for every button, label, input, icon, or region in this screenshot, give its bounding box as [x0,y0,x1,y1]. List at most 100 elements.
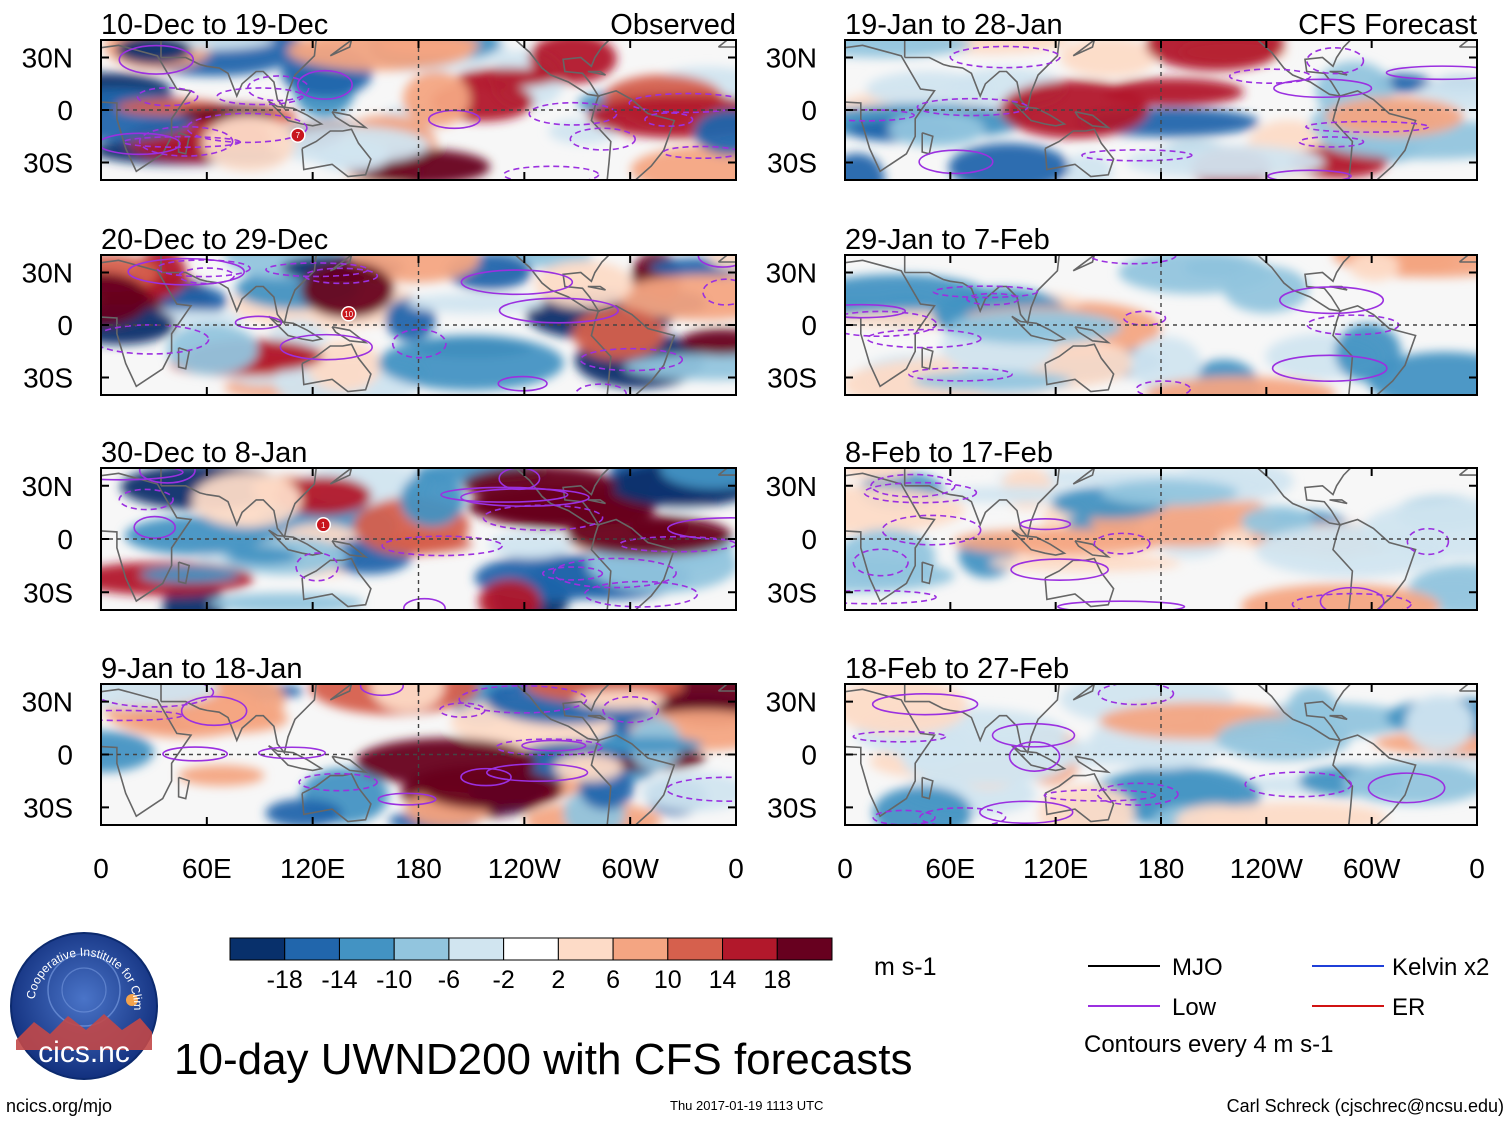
contour [1010,558,1109,582]
x-tick-label: 60E [925,853,975,884]
colorbar-tick-label: 10 [654,966,682,994]
contour [866,328,982,349]
coastline [1329,714,1348,721]
contour [644,112,694,128]
anomaly-blob [375,40,480,57]
coastline [903,684,1061,755]
contour [391,328,447,359]
colorbar-tick-label: 18 [763,966,791,994]
contour [1019,518,1072,531]
colorbar-swatch [448,937,505,961]
x-tick-label: 180 [1138,853,1185,884]
anomaly-blob [101,730,154,773]
column-label: Observed [610,9,736,41]
contour [377,792,437,806]
contour [1008,741,1061,772]
anomaly-blob [534,260,633,308]
coastline [1044,128,1115,178]
coastline [160,255,318,326]
colorbar: -18 -14 -10 -6 -2 2 6 10 14 18 [229,937,833,994]
contour [279,333,373,361]
contour [458,684,588,714]
colorbar-swatch [284,937,340,961]
cyclone-marker: 10 [340,306,357,322]
coastline [1072,468,1096,485]
contour [583,580,699,608]
footer-url[interactable]: ncics.org/mjo [6,1096,112,1116]
contour [1305,120,1430,133]
anomaly-blob [161,285,228,317]
contour [541,566,604,581]
anomaly-blob [202,115,296,172]
anomaly-field [845,684,1477,825]
coastline [845,44,936,173]
cyclone-label: 1 [321,521,326,530]
contour-note: Contours every 4 m s-1 [1084,1031,1333,1058]
colorbar-swatch [503,937,559,961]
anomaly-field [101,255,736,395]
anomaly-blob [1255,524,1449,578]
anomaly-blob [1241,506,1315,538]
contour [871,692,979,716]
contour [845,108,915,122]
coastline [845,259,936,388]
anomaly-blob [1334,323,1402,382]
anomaly-blob [478,579,541,610]
contour [1097,684,1175,706]
contour [552,557,677,589]
logo-wordmark: cics.nc [38,1036,130,1069]
y-tick-label: 0 [801,740,817,771]
colorbar-tick-label: 14 [709,966,737,994]
contour [852,730,947,743]
anomaly-blob [402,71,470,127]
panel-period-title: 30-Dec to 8-Jan [101,437,307,469]
contour [1291,592,1412,610]
contour [118,44,195,75]
contour [498,297,619,324]
anomaly-blob [1101,479,1239,507]
contour [1367,772,1446,804]
colorbar-tick-label: 6 [606,966,620,994]
y-tick-label: 30S [23,363,73,394]
map-panel: 18-Feb to 27-Feb 30N 0 30S [766,653,1478,826]
contour [916,97,1029,117]
logo-sun-icon [126,994,138,1006]
coastline [268,745,324,772]
contour [298,772,378,792]
contour [863,481,978,504]
contour [881,514,982,546]
coastline [1257,684,1352,742]
x-tick-label: 0 [1469,853,1485,884]
cyclone-label: 10 [344,310,353,319]
x-tick-label: 120W [488,853,562,884]
y-tick-label: 30N [22,471,73,502]
contour [845,310,937,338]
contour [1043,789,1157,802]
coastline [1011,315,1067,342]
contour [575,383,627,395]
anomaly-blob [1130,336,1202,393]
panel-period-title: 9-Jan to 18-Jan [101,653,303,685]
coastline [268,100,324,127]
coastline [331,540,369,558]
anomaly-blob [845,468,914,480]
y-tick-label: 30N [22,43,73,74]
coastline [329,684,353,701]
map-panel: 10 20-Dec to 29-Dec 30N 0 30S [22,224,737,396]
y-tick-label: 0 [57,310,73,341]
contour [1306,47,1365,75]
anomaly-blob [694,109,736,156]
coastline [1332,89,1417,180]
coastline [301,128,372,178]
anomaly-blob [192,472,302,528]
map-panel: 8-Feb to 17-Feb 30N 0 30S [766,437,1478,611]
y-tick-label: 30N [766,687,817,718]
coastline [1074,755,1112,774]
colorbar-swatch [229,937,286,961]
coastline [329,468,353,485]
anomaly-blob [893,724,968,768]
map-panel: 9-Jan to 18-Jan 30N 0 30S [22,653,737,826]
footer-credit: Carl Schreck (cjschrec@ncsu.edu) [1227,1096,1504,1116]
cyclone-icon [290,127,306,143]
anomaly-blob [1060,40,1158,77]
